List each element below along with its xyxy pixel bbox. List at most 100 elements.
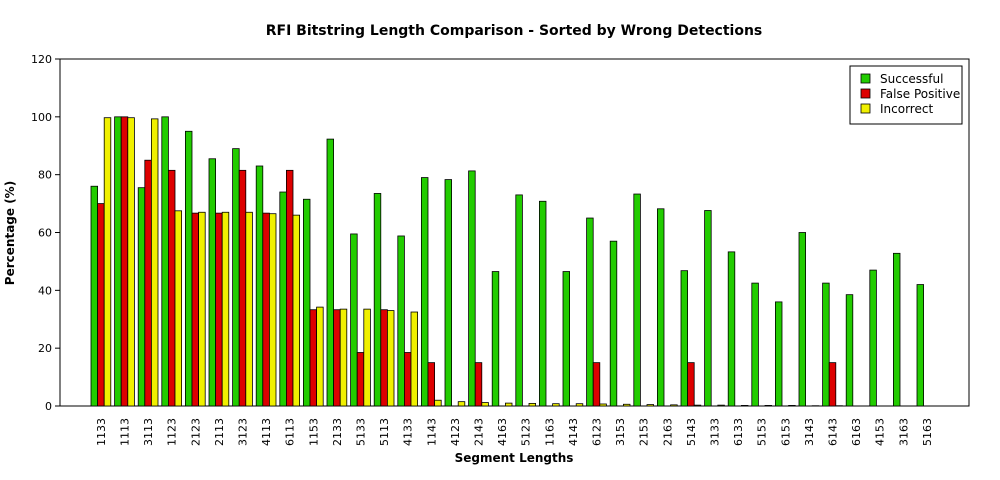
legend-swatch-successful <box>860 73 871 84</box>
bar-false-positive-6113 <box>285 169 294 407</box>
bar-successful-2123 <box>184 130 193 407</box>
bar-successful-6143 <box>822 282 830 407</box>
bar-false-positive-5133 <box>356 352 365 407</box>
x-tick-label: 1133 <box>95 418 108 446</box>
y-axis-title: Percentage (%) <box>3 181 17 285</box>
bar-incorrect-4113 <box>268 213 277 407</box>
bar-successful-1113 <box>114 116 122 407</box>
bar-false-positive-3113 <box>144 159 152 407</box>
x-tick-label: 6133 <box>732 418 745 446</box>
x-tick-label: 1113 <box>119 418 132 446</box>
bar-incorrect-4143 <box>575 403 584 407</box>
x-tick-label: 6163 <box>850 418 863 446</box>
x-tick-label: 4153 <box>874 418 887 446</box>
bar-incorrect-6153 <box>788 405 796 407</box>
bar-incorrect-6123 <box>599 403 607 407</box>
x-tick-label: 2153 <box>638 418 651 446</box>
bar-successful-6153 <box>775 301 783 407</box>
bar-false-positive-5113 <box>380 309 388 407</box>
x-tick-label: 5153 <box>756 418 769 446</box>
y-tick-label: 40 <box>38 284 52 297</box>
bar-false-positive-5143 <box>687 362 695 407</box>
bar-successful-4133 <box>397 235 405 407</box>
legend-label-incorrect: Incorrect <box>880 102 933 116</box>
bar-incorrect-1163 <box>552 403 560 407</box>
x-tick-label: 5133 <box>355 418 368 446</box>
y-tick-label: 60 <box>38 227 52 240</box>
bar-false-positive-4133 <box>403 352 412 407</box>
bar-successful-4143 <box>562 271 570 407</box>
y-tick-label: 100 <box>31 111 52 124</box>
bar-incorrect-2133 <box>339 308 348 407</box>
bar-successful-2163 <box>657 208 665 407</box>
x-tick-label: 4143 <box>567 418 580 446</box>
x-tick-label: 3123 <box>237 418 250 446</box>
bar-false-positive-2143 <box>474 362 483 407</box>
x-tick-label: 2123 <box>189 418 202 446</box>
y-tick-label: 120 <box>31 53 52 66</box>
bar-successful-3133 <box>704 210 712 407</box>
bar-successful-2133 <box>326 138 334 407</box>
bar-successful-5163 <box>916 284 924 407</box>
x-axis-title: Segment Lengths <box>455 451 574 465</box>
bar-successful-6133 <box>727 251 736 407</box>
x-tick-label: 3143 <box>803 418 816 446</box>
x-tick-label: 6143 <box>827 418 840 446</box>
bar-successful-1143 <box>420 177 429 407</box>
bar-successful-1153 <box>302 198 311 407</box>
bar-successful-2143 <box>468 170 476 407</box>
x-tick-label: 6113 <box>284 418 297 446</box>
bar-incorrect-4123 <box>457 401 466 407</box>
bar-successful-2153 <box>633 193 641 407</box>
x-tick-label: 2163 <box>661 418 674 446</box>
x-tick-label: 2113 <box>213 418 226 446</box>
x-tick-label: 4133 <box>402 418 415 446</box>
bar-false-positive-3123 <box>238 169 247 407</box>
legend-swatch-false-positive <box>860 88 871 99</box>
bar-successful-4123 <box>444 179 452 407</box>
bar-successful-4153 <box>869 269 877 407</box>
bar-incorrect-5143 <box>693 404 702 407</box>
bar-false-positive-1143 <box>427 362 435 407</box>
bar-successful-1163 <box>539 200 547 407</box>
chart-title: RFI Bitstring Length Comparison - Sorted… <box>266 23 763 39</box>
x-tick-label: 6123 <box>591 418 604 446</box>
bar-successful-5153 <box>751 282 759 407</box>
x-tick-label: 3153 <box>614 418 627 446</box>
bar-incorrect-1143 <box>434 399 442 407</box>
bar-incorrect-2113 <box>221 211 230 407</box>
bar-false-positive-1153 <box>309 309 317 407</box>
bar-successful-1133 <box>90 185 98 407</box>
bar-successful-5143 <box>680 270 688 407</box>
bar-incorrect-2143 <box>481 402 489 407</box>
bar-successful-3163 <box>893 252 901 407</box>
x-tick-label: 5163 <box>921 418 934 446</box>
bar-successful-5113 <box>373 193 382 407</box>
bar-successful-4113 <box>255 165 264 407</box>
x-tick-label: 3133 <box>709 418 722 446</box>
bar-successful-3153 <box>609 240 618 407</box>
bar-incorrect-1153 <box>316 306 324 407</box>
bar-successful-1123 <box>161 116 169 407</box>
x-tick-label: 5113 <box>378 418 391 446</box>
bar-incorrect-2123 <box>198 211 206 407</box>
bar-incorrect-2153 <box>646 404 654 407</box>
bar-successful-6113 <box>279 191 287 407</box>
bar-incorrect-4163 <box>504 402 513 407</box>
bar-incorrect-2163 <box>670 404 678 407</box>
x-tick-label: 4113 <box>260 418 273 446</box>
bar-false-positive-1123 <box>167 169 176 407</box>
bar-incorrect-6113 <box>292 214 300 407</box>
bar-incorrect-3113 <box>150 118 159 407</box>
x-tick-label: 1143 <box>425 418 438 446</box>
bar-false-positive-2123 <box>191 212 199 407</box>
bar-incorrect-5123 <box>528 402 536 407</box>
bar-incorrect-6133 <box>741 405 749 407</box>
x-tick-label: 6153 <box>779 418 792 446</box>
legend-swatch-incorrect <box>860 103 871 114</box>
bar-false-positive-2133 <box>333 309 341 407</box>
bar-incorrect-1123 <box>174 210 182 407</box>
bar-successful-3123 <box>232 148 240 407</box>
